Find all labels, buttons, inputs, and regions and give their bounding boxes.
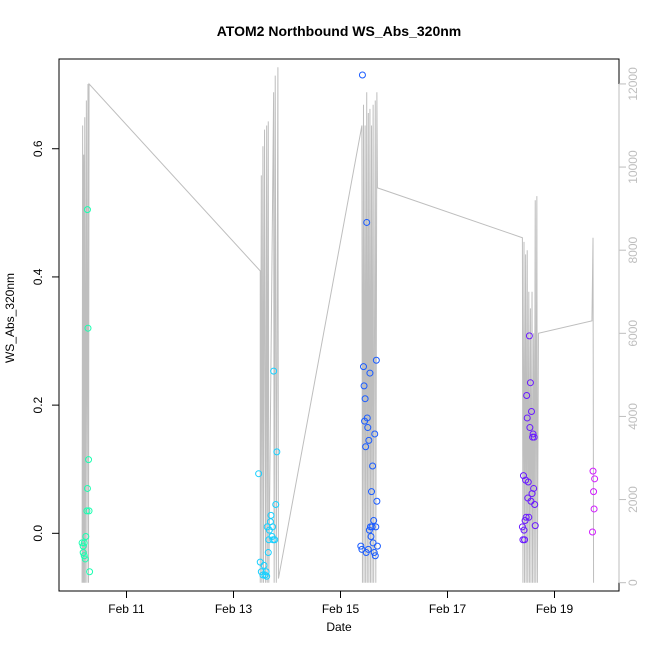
data-point-s2-9: [363, 218, 371, 226]
data-point-s1-15: [269, 523, 277, 531]
y2-tick-label-3: 6000: [626, 320, 640, 347]
data-point-s0-6: [82, 533, 90, 541]
data-point-s3-24: [531, 522, 539, 530]
data-point-s0-13: [86, 568, 94, 576]
data-point-s3-0: [518, 523, 526, 531]
data-point-s3-22: [530, 433, 538, 441]
data-point-s1-18: [271, 536, 279, 544]
x-tick-label-2: Feb 15: [322, 602, 360, 616]
data-point-s1-4: [260, 561, 268, 569]
data-point-s2-19: [368, 523, 376, 531]
x-tick-label-1: Feb 13: [215, 602, 253, 616]
y-axis: 0.0 0.2 0.4 0.6: [31, 140, 60, 542]
y2-axis: 0 2000 4000 6000 8000 10000 12000: [618, 67, 640, 586]
data-point-s4-2: [590, 488, 598, 496]
data-point-s2-17: [367, 533, 375, 541]
data-point-s2-10: [363, 414, 371, 422]
data-point-s1-6: [262, 568, 270, 576]
y2-tick-label-5: 10000: [626, 150, 640, 184]
data-point-s2-28: [373, 497, 381, 505]
data-point-s1-5: [261, 571, 269, 579]
data-point-s2-20: [369, 462, 377, 470]
data-point-s2-13: [365, 436, 373, 444]
data-point-s0-10: [85, 456, 93, 464]
data-point-s3-12: [525, 513, 533, 521]
data-point-s3-14: [526, 424, 534, 432]
y2-tick-label-1: 2000: [626, 486, 640, 513]
data-point-s2-22: [370, 516, 378, 524]
data-point-s4-4: [591, 475, 599, 483]
data-point-s1-19: [272, 500, 280, 508]
y-tick-label-2: 0.4: [31, 268, 45, 285]
data-point-s1-9: [264, 549, 272, 557]
data-point-s2-2: [358, 71, 366, 79]
data-point-s4-1: [589, 467, 597, 475]
data-layer: [78, 67, 599, 583]
y2-tick-label-2: 4000: [626, 403, 640, 430]
data-point-s2-11: [364, 424, 372, 432]
data-point-s3-21: [530, 484, 538, 492]
y-axis-label: WS_Abs_320nm: [3, 273, 17, 363]
data-point-s2-7: [362, 443, 370, 451]
data-point-s0-2: [80, 539, 88, 547]
data-point-s3-3: [520, 526, 528, 534]
data-point-s0-11: [83, 484, 91, 492]
x-axis: Feb 11 Feb 13 Feb 15 Feb 17 Feb 19: [108, 590, 574, 616]
data-point-s2-29: [373, 542, 381, 550]
y2-tick-label-6: 12000: [626, 67, 640, 101]
y-tick-label-0: 0.0: [31, 525, 45, 542]
y2-tick-label-0: 0: [626, 579, 640, 586]
data-point-s1-7: [263, 572, 271, 580]
data-point-s2-15: [366, 369, 374, 377]
data-point-s0-9: [84, 324, 92, 332]
data-point-s2-6: [361, 395, 369, 403]
x-tick-label-3: Feb 17: [429, 602, 467, 616]
data-point-s3-20: [529, 430, 537, 438]
data-point-s2-25: [371, 552, 379, 560]
data-point-s3-23: [531, 500, 539, 508]
data-point-s2-3: [360, 363, 367, 371]
data-point-s3-9: [523, 414, 531, 422]
y2-tick-label-4: 8000: [626, 237, 640, 264]
data-point-s2-27: [372, 356, 380, 364]
data-point-s2-4: [360, 382, 368, 390]
data-point-s1-0: [255, 470, 263, 478]
data-point-s0-5: [81, 555, 89, 563]
data-point-s3-17: [528, 408, 535, 416]
data-point-s3-2: [519, 472, 527, 480]
data-point-s3-7: [522, 513, 530, 521]
x-tick-label-4: Feb 19: [536, 602, 574, 616]
data-point-s0-0: [78, 539, 86, 547]
data-point-s0-8: [83, 206, 91, 214]
data-point-s2-23: [370, 549, 378, 557]
y-tick-label-3: 0.6: [31, 140, 45, 157]
data-point-s3-4: [521, 536, 529, 544]
data-point-s1-13: [267, 511, 275, 519]
x-axis-label: Date: [326, 620, 352, 634]
data-point-s2-12: [364, 545, 372, 553]
data-point-s2-26: [372, 523, 380, 531]
secondary-series-line: [81, 67, 595, 583]
data-point-s0-3: [79, 549, 87, 557]
data-point-s1-20: [273, 448, 281, 456]
data-point-s1-17: [270, 367, 278, 375]
data-point-s0-12: [85, 507, 93, 515]
data-point-s2-0: [357, 542, 365, 550]
data-point-s2-18: [368, 488, 376, 496]
data-point-s3-8: [523, 392, 531, 400]
data-point-s0-7: [83, 507, 91, 515]
data-point-s4-3: [590, 505, 598, 513]
chart-title: ATOM2 Northbound WS_Abs_320nm: [217, 23, 462, 39]
data-point-s4-0: [588, 528, 596, 536]
data-point-s3-15: [526, 379, 534, 387]
x-tick-label-0: Feb 11: [108, 602, 145, 616]
data-point-s2-24: [371, 430, 379, 438]
data-point-s0-4: [80, 552, 88, 560]
data-point-s3-13: [525, 332, 533, 340]
data-point-s3-11: [524, 478, 532, 486]
y-tick-label-1: 0.2: [31, 396, 45, 413]
